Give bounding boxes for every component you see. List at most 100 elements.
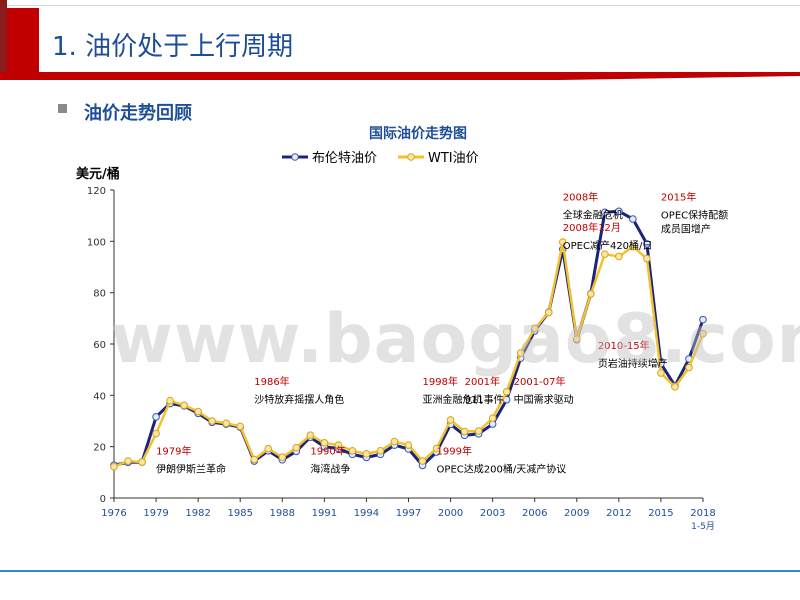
data-point <box>446 416 455 424</box>
data-point <box>572 335 581 343</box>
data-point <box>222 419 230 428</box>
annotation-year: 2008年 <box>563 190 598 203</box>
annotation-year: 2001-07年 <box>514 375 566 388</box>
chart-axes: 0 20 40 60 80 100 120 1976 1979 1982 1985 1988 1991 1… <box>87 186 716 532</box>
y-tick-label: 40 <box>93 391 106 402</box>
data-point <box>250 455 259 464</box>
data-point <box>685 363 693 372</box>
annotation-text: 中国需求驱动 <box>514 393 574 406</box>
data-point <box>124 457 132 465</box>
data-point <box>264 444 273 453</box>
annotation-text: 亚洲金融危机 <box>423 393 483 406</box>
legend-swatch-marker <box>291 153 299 161</box>
annotation-year: 2010-15年 <box>598 339 650 352</box>
annotation-year: 1999年 <box>437 444 472 457</box>
x-tick-label: 1994 <box>354 508 379 519</box>
data-point <box>166 396 174 405</box>
x-tick-label: 1976 <box>101 508 126 519</box>
annotation-text: OPEC达成200桶/天减产协议 <box>437 462 567 475</box>
chart-series <box>110 207 707 471</box>
data-point <box>629 242 637 251</box>
legend-swatch-marker <box>407 153 415 161</box>
x-tick-label: 2015 <box>648 508 673 519</box>
title-underline <box>0 72 800 80</box>
data-point <box>502 387 511 396</box>
x-tick-label: 2006 <box>522 508 547 519</box>
data-point <box>362 450 371 458</box>
data-point <box>516 349 525 357</box>
data-point <box>601 250 609 258</box>
chart-title: 国际油价走势图 <box>369 125 467 142</box>
y-tick-label: 120 <box>87 186 106 197</box>
y-tick-label: 80 <box>93 289 106 300</box>
top-rule <box>0 5 800 6</box>
annotation-text: 成员国增产 <box>661 222 711 235</box>
x-tick-label: 1991 <box>312 508 337 519</box>
data-point <box>587 290 595 298</box>
data-point <box>699 329 707 338</box>
data-point <box>544 308 553 317</box>
data-point <box>376 446 385 455</box>
bullet-square <box>58 104 67 113</box>
data-point <box>643 254 651 263</box>
y-tick-label: 0 <box>100 494 106 505</box>
data-point <box>278 453 287 461</box>
chart-legend: 布伦特油价 WTI油价 <box>282 151 479 166</box>
annotation-year: 1979年 <box>156 444 191 457</box>
annotation-year: 2015年 <box>661 190 696 203</box>
data-point <box>320 439 329 447</box>
x-tick-label: 2018 <box>690 508 715 519</box>
data-point <box>292 443 301 452</box>
data-point <box>152 413 160 421</box>
data-point <box>152 429 160 438</box>
data-point <box>657 369 665 377</box>
data-point <box>615 207 623 216</box>
annotation-text: 海湾战争 <box>310 462 350 475</box>
x-tick-label: 1982 <box>185 508 210 519</box>
data-point <box>643 240 651 248</box>
slide-title: 1. 油价处于上行周期 <box>52 32 294 62</box>
data-point <box>194 407 202 416</box>
annotation-text: 伊朗伊斯兰革命 <box>156 462 226 475</box>
data-point <box>110 462 118 471</box>
data-point <box>629 215 637 223</box>
data-point <box>615 252 623 261</box>
annotation-year: 2001年 <box>465 375 500 388</box>
annotation-year: 1986年 <box>254 375 289 388</box>
legend-label: 布伦特油价 <box>312 151 377 166</box>
data-point <box>208 417 216 425</box>
x-tick-label: 2000 <box>438 508 463 519</box>
annotation-year: 1998年 <box>423 375 458 388</box>
data-point <box>236 422 245 431</box>
watermark: www.baogao8.com <box>110 300 800 379</box>
data-point <box>334 441 343 449</box>
data-point <box>348 446 357 455</box>
x-tick-label: 2012 <box>606 508 631 519</box>
data-point <box>404 441 413 449</box>
y-tick-label: 20 <box>93 443 106 454</box>
data-point <box>474 427 483 435</box>
annotation-year: 1990年 <box>310 444 345 457</box>
title-accent-dark <box>0 0 7 78</box>
data-point <box>432 444 441 453</box>
footer-rule <box>0 570 800 572</box>
annotation-year: 2008年12月 <box>563 221 621 234</box>
data-point <box>558 238 567 246</box>
x-tick-sublabel: 1-5月 <box>691 521 715 532</box>
annotation-text: 全球金融危机 <box>563 208 623 221</box>
y-tick-label: 60 <box>93 340 106 351</box>
data-point <box>601 208 609 217</box>
legend-label: WTI油价 <box>428 151 479 166</box>
annotation-text: OPEC保持配额 <box>661 208 728 221</box>
x-tick-label: 2009 <box>564 508 589 519</box>
section-subtitle: 油价走势回顾 <box>84 103 192 124</box>
data-point <box>699 315 707 324</box>
annotation-text: 页岩油持续增产 <box>598 357 668 370</box>
annotation-text: 911事件 <box>465 393 504 406</box>
data-point <box>488 414 497 422</box>
x-tick-label: 1997 <box>396 508 421 519</box>
annotation-text: OPEC减产420桶/日 <box>563 239 653 252</box>
y-axis-label: 美元/桶 <box>76 166 120 182</box>
